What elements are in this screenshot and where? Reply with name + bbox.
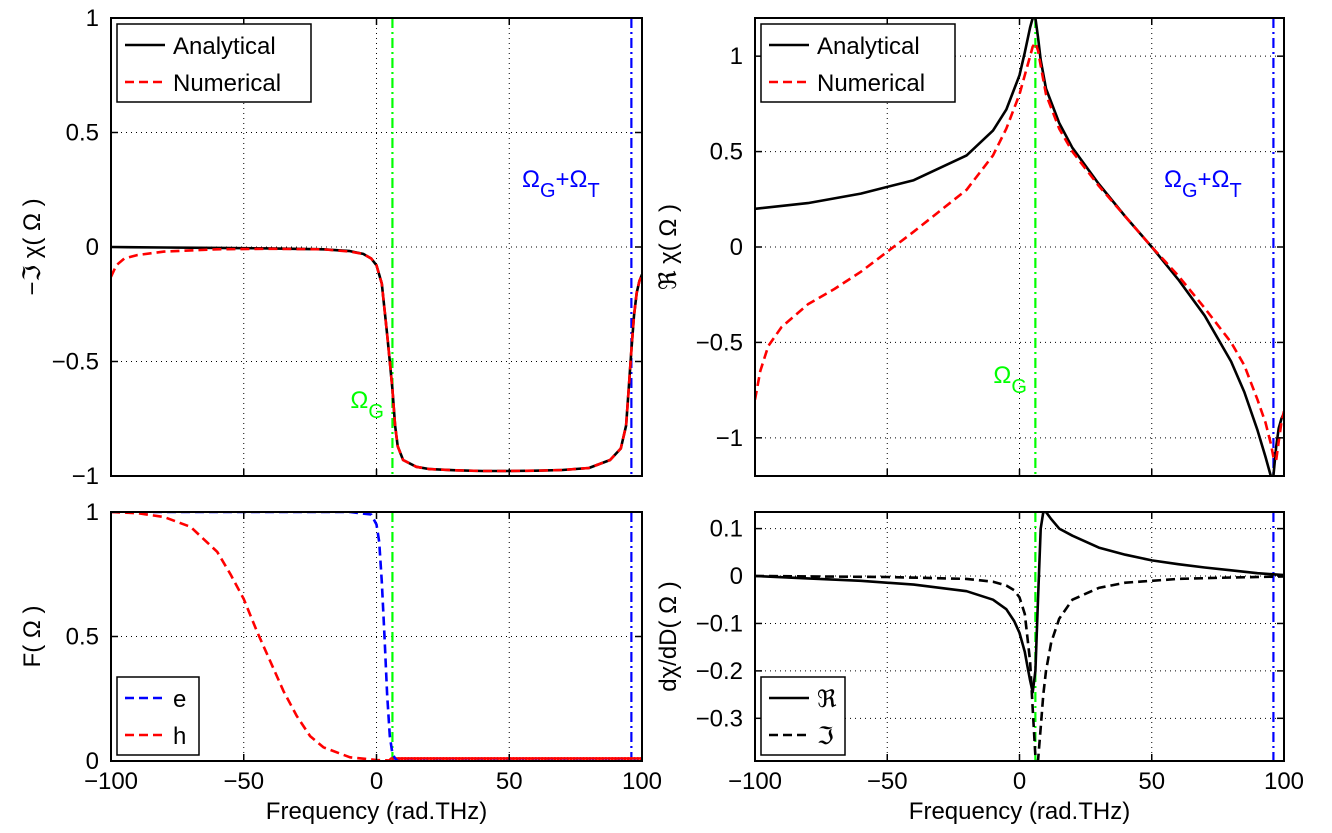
x-tick-label: 100 bbox=[622, 768, 662, 795]
legend-label: Numerical bbox=[173, 70, 281, 97]
series-line-0 bbox=[755, 18, 1284, 476]
plot-lines bbox=[755, 512, 1284, 761]
y-tick-label: 0.5 bbox=[710, 139, 743, 166]
legend-label: h bbox=[173, 723, 186, 750]
legend-label: Analytical bbox=[817, 33, 920, 60]
series-line-1 bbox=[111, 512, 642, 761]
y-tick-label: 0.1 bbox=[710, 516, 743, 543]
x-tick-label: 50 bbox=[496, 768, 523, 795]
x-tick-label: 0 bbox=[1013, 768, 1026, 795]
legend: ℜℑ bbox=[760, 676, 846, 756]
x-tick-label: −100 bbox=[728, 768, 782, 795]
y-tick-label: −1 bbox=[716, 425, 743, 452]
x-tick-label: 100 bbox=[1264, 768, 1304, 795]
y-tick-label: −0.1 bbox=[696, 610, 743, 637]
legend: Analytical Numerical bbox=[760, 23, 956, 103]
legend-box bbox=[116, 676, 200, 756]
legend-box bbox=[760, 23, 956, 103]
y-tick-label: 0 bbox=[730, 234, 743, 261]
x-tick-label: −50 bbox=[223, 768, 264, 795]
omega-g-plus-omega-t-label: ΩG+ΩT bbox=[1164, 166, 1242, 202]
y-tick-label: 0.5 bbox=[66, 624, 99, 651]
series-line-1 bbox=[111, 247, 642, 473]
y-tick-label: 1 bbox=[86, 499, 99, 526]
legend: Analytical Numerical bbox=[116, 23, 312, 103]
y-axis-label: ℜ χ( Ω ) bbox=[655, 204, 682, 290]
legend-label: ℜ bbox=[817, 686, 837, 713]
y-axis-label: dχ/dD( Ω ) bbox=[655, 581, 682, 692]
y-tick-label: 0 bbox=[86, 234, 99, 261]
x-axis-label: Frequency (rad.THz) bbox=[909, 798, 1130, 825]
y-axis-label: F( Ω ) bbox=[19, 606, 46, 668]
chart-panel-a: −1 −0.5 0 0.5 1 −ℑ χ( Ω ) ΩG ΩG+ΩT Analytical Num… bbox=[19, 5, 643, 490]
chart-panel-b: −1 −0.5 0 0.5 1 ℜ χ( Ω ) ΩG ΩG+ΩT Analytical Nume… bbox=[655, 17, 1285, 477]
x-tick-label: −100 bbox=[84, 768, 138, 795]
y-tick-label: −0.2 bbox=[696, 658, 743, 685]
legend: eh bbox=[116, 676, 200, 756]
x-tick-label: 0 bbox=[370, 768, 383, 795]
legend-label: Numerical bbox=[817, 70, 925, 97]
y-axis-label: −ℑ χ( Ω ) bbox=[19, 198, 46, 295]
y-tick-label: −0.5 bbox=[696, 329, 743, 356]
y-tick-label: 1 bbox=[730, 43, 743, 70]
plot-lines bbox=[111, 18, 642, 476]
y-tick-label: −0.5 bbox=[52, 349, 99, 376]
omega-g-label: ΩG bbox=[993, 362, 1027, 398]
legend-label: e bbox=[173, 686, 186, 713]
legend-label: ℑ bbox=[817, 723, 834, 750]
y-tick-label: 0 bbox=[86, 748, 99, 775]
series-line-1 bbox=[755, 41, 1284, 463]
x-tick-label: −50 bbox=[867, 768, 908, 795]
legend-box bbox=[116, 23, 312, 103]
plot-lines bbox=[755, 18, 1284, 476]
omega-g-label: ΩG bbox=[350, 387, 384, 423]
x-axis-label: Frequency (rad.THz) bbox=[266, 798, 487, 825]
legend-label: Analytical bbox=[173, 33, 276, 60]
y-tick-label: 0 bbox=[730, 563, 743, 590]
y-tick-label: 0.5 bbox=[66, 120, 99, 147]
chart-panel-c: −100 −50 0 50 100 0 0.5 1 F( Ω ) Frequency (rad.T… bbox=[19, 499, 662, 825]
series-line-0 bbox=[755, 512, 1284, 694]
omega-g-plus-omega-t-label: ΩG+ΩT bbox=[522, 166, 600, 202]
y-tick-label: −0.3 bbox=[696, 705, 743, 732]
x-tick-label: 50 bbox=[1138, 768, 1165, 795]
series-line-0 bbox=[111, 512, 642, 761]
legend-box bbox=[760, 676, 846, 756]
y-tick-label: 1 bbox=[86, 5, 99, 32]
y-tick-label: −1 bbox=[72, 463, 99, 490]
chart-panel-d: −100 −50 0 50 100 −0.3 −0.2 −0.1 0 0.1 dχ/dD( Ω ) F… bbox=[655, 511, 1304, 825]
